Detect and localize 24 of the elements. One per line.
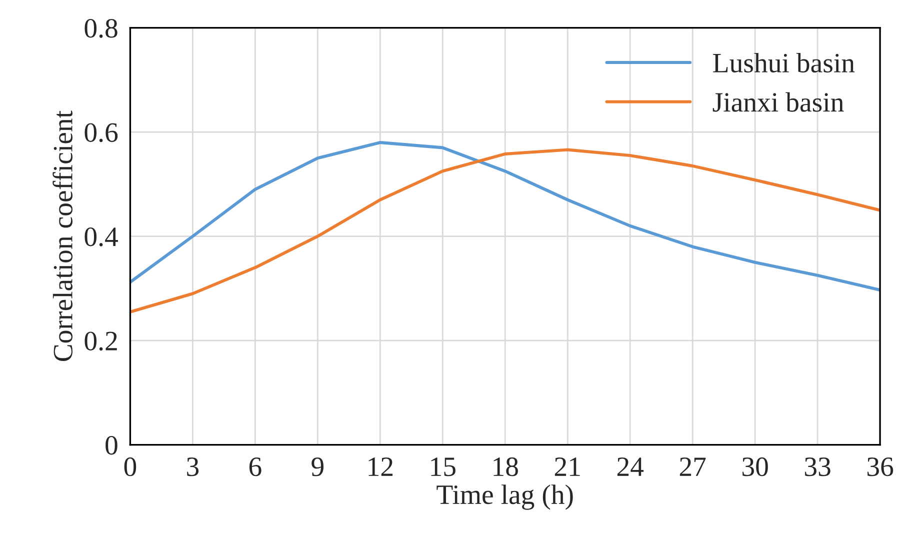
x-tick-label: 9 <box>312 457 324 476</box>
x-tick-label: 12 <box>368 457 393 476</box>
x-axis-title: Time lag (h) <box>436 484 573 510</box>
x-tick-label: 24 <box>617 457 644 476</box>
x-tick-label: 15 <box>431 458 456 476</box>
x-tick-label: 27 <box>680 457 706 476</box>
x-tick-label: 21 <box>554 457 580 476</box>
x-tick-label: 6 <box>249 457 262 476</box>
y-tick-label: 0.4 <box>84 227 118 246</box>
legend-label: Lushui basin <box>713 52 855 73</box>
x-tick-label: 18 <box>494 457 518 476</box>
legend-label: Jianxi basin <box>712 92 844 112</box>
y-tick-label: 0.8 <box>84 18 118 38</box>
x-tick-label: 3 <box>187 457 199 476</box>
x-tick-label: 30 <box>742 457 768 476</box>
x-tick-label: 36 <box>867 457 894 476</box>
line-series <box>130 140 880 292</box>
x-tick-label: 33 <box>804 457 830 476</box>
y-axis-title: Correlation coefficient <box>52 110 72 362</box>
y-tick-label: 0.2 <box>84 332 117 351</box>
line-series <box>130 148 880 314</box>
y-tick-label: 0 <box>106 436 118 455</box>
y-tick-label: 0.6 <box>84 123 118 142</box>
x-tick-label: 0 <box>124 457 136 476</box>
